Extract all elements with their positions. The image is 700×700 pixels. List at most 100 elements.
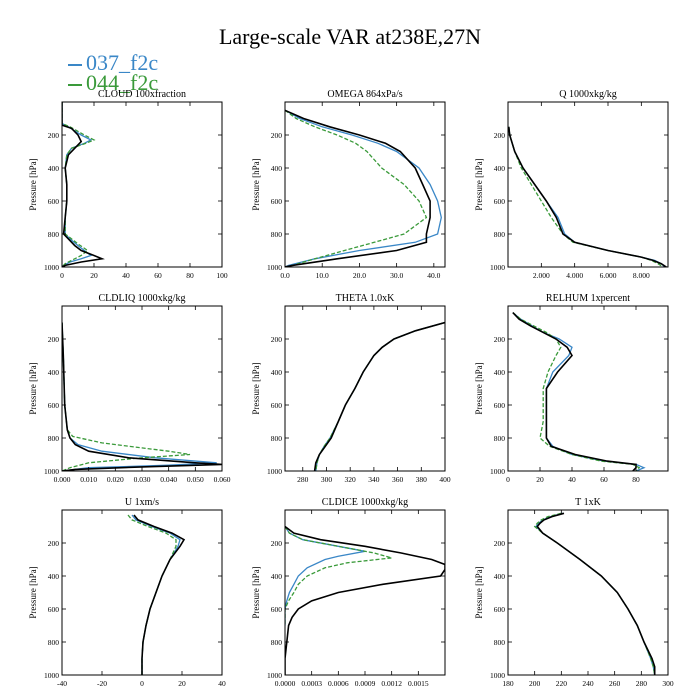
- x-tick-label: 200: [529, 679, 541, 688]
- legend-label: 037_f2c: [86, 50, 159, 75]
- x-tick-label: 0: [506, 475, 510, 484]
- x-tick-label: -40: [57, 679, 67, 688]
- y-tick-label: 400: [271, 164, 283, 173]
- y-tick-label: 400: [494, 368, 506, 377]
- y-tick-label: 800: [271, 638, 283, 647]
- plot-frame: [507, 509, 669, 676]
- panel-title: OMEGA 864xPa/s: [327, 89, 402, 100]
- y-tick-label: 800: [48, 434, 60, 443]
- y-tick-label: 600: [494, 401, 506, 410]
- x-tick-label: 0: [140, 679, 144, 688]
- panel-1: OMEGA 864xPa/s Pressure [hPa] 0.0 10.0 20.0 3…: [251, 89, 446, 280]
- y-tick-label: 800: [494, 638, 506, 647]
- plot-frame: [284, 101, 446, 268]
- y-tick-label: 400: [48, 164, 60, 173]
- y-tick-label: 400: [271, 572, 283, 581]
- plot-frame: [284, 509, 446, 676]
- x-tick-label: 240: [582, 679, 594, 688]
- y-axis-label: Pressure [hPa]: [28, 566, 38, 618]
- x-tick-label: 40: [218, 679, 226, 688]
- series-line-0: [512, 312, 646, 471]
- panel-title: RELHUM 1xpercent: [546, 293, 630, 304]
- series-line-0: [315, 321, 445, 471]
- legend-label: 044_f2c: [86, 70, 159, 95]
- x-tick-label: 300: [662, 679, 674, 688]
- series-line-1: [533, 512, 656, 675]
- x-tick-label: -20: [97, 679, 107, 688]
- y-tick-label: 1000: [44, 467, 59, 476]
- x-tick-label: 180: [502, 679, 514, 688]
- series-line-1: [62, 322, 191, 471]
- y-tick-label: 800: [494, 230, 506, 239]
- series-line-1: [512, 312, 641, 471]
- panel-6: U 1xm/s Pressure [hPa] -40 -20 0 20 40 200 400 60…: [28, 497, 226, 688]
- y-tick-label: 600: [494, 197, 506, 206]
- x-tick-label: 0.040: [160, 475, 177, 484]
- x-tick-label: 0.000: [54, 475, 71, 484]
- y-tick-label: 600: [271, 197, 283, 206]
- x-tick-label: 280: [297, 475, 309, 484]
- legend-item-044: 044_f2c: [68, 72, 158, 94]
- x-tick-label: 0.030: [134, 475, 151, 484]
- x-tick-label: 6.000: [600, 271, 617, 280]
- x-tick-label: 0.0006: [328, 679, 349, 688]
- x-tick-label: 0.0000: [275, 679, 296, 688]
- panel-7: CLDICE 1000xkg/kg Pressure [hPa] 0.0000 0.0…: [251, 497, 446, 688]
- y-tick-label: 200: [48, 335, 60, 344]
- panel-0: CLOUD 100xfraction Pressure [hPa] 0 20 40 60 8…: [28, 89, 228, 280]
- x-tick-label: 2.000: [533, 271, 550, 280]
- panel-title: CLDLIQ 1000xkg/kg: [99, 293, 186, 304]
- x-tick-label: 20.0: [353, 271, 366, 280]
- x-tick-label: 0.0009: [355, 679, 376, 688]
- x-tick-label: 300: [321, 475, 333, 484]
- x-tick-label: 40: [122, 271, 130, 280]
- y-tick-label: 200: [271, 539, 283, 548]
- y-axis-label: Pressure [hPa]: [474, 158, 484, 210]
- plot-frame: [61, 101, 223, 268]
- series-line-1: [315, 321, 445, 471]
- panel-5: RELHUM 1xpercent Pressure [hPa] 0 20 40 60 80 2…: [474, 293, 669, 484]
- y-tick-label: 200: [494, 131, 506, 140]
- panel-4: THETA 1.0xK Pressure [hPa] 280 300 320 340 360…: [251, 293, 451, 484]
- x-tick-label: 20: [90, 271, 98, 280]
- y-tick-label: 600: [48, 197, 60, 206]
- x-tick-label: 60: [154, 271, 162, 280]
- panel-title: Q 1000xkg/kg: [559, 89, 617, 100]
- series-line-0: [285, 109, 442, 267]
- y-axis-label: Pressure [hPa]: [28, 158, 38, 210]
- series-line-1: [508, 126, 664, 267]
- series-line-2: [285, 525, 445, 675]
- series-line-2: [133, 514, 186, 675]
- series-line-0: [131, 514, 181, 675]
- series-line-1: [127, 514, 177, 675]
- y-tick-label: 200: [271, 131, 283, 140]
- x-tick-label: 0.010: [80, 475, 97, 484]
- page-title: Large-scale VAR at238E,27N: [218, 24, 482, 49]
- y-tick-label: 200: [48, 131, 60, 140]
- y-tick-label: 1000: [490, 671, 505, 680]
- x-tick-label: 80: [186, 271, 194, 280]
- panel-title: T 1xK: [575, 497, 601, 508]
- x-tick-label: 400: [439, 475, 451, 484]
- panel-title: THETA 1.0xK: [336, 293, 395, 304]
- series-line-0: [535, 512, 656, 675]
- x-tick-label: 10.0: [316, 271, 329, 280]
- series-line-0: [285, 526, 366, 626]
- x-tick-label: 0.0003: [301, 679, 322, 688]
- series-line-1: [285, 526, 392, 626]
- y-tick-label: 200: [271, 335, 283, 344]
- y-tick-label: 800: [494, 434, 506, 443]
- y-tick-label: 1000: [44, 671, 59, 680]
- series-line-2: [536, 512, 656, 675]
- x-tick-label: 0.060: [214, 475, 231, 484]
- y-tick-label: 1000: [267, 467, 282, 476]
- x-tick-label: 360: [392, 475, 404, 484]
- y-tick-label: 1000: [490, 263, 505, 272]
- panel-title: U 1xm/s: [125, 497, 159, 508]
- x-tick-label: 4.000: [566, 271, 583, 280]
- y-axis-label: Pressure [hPa]: [251, 362, 261, 414]
- x-tick-label: 80: [632, 475, 640, 484]
- x-tick-label: 0.020: [107, 475, 124, 484]
- y-tick-label: 600: [48, 605, 60, 614]
